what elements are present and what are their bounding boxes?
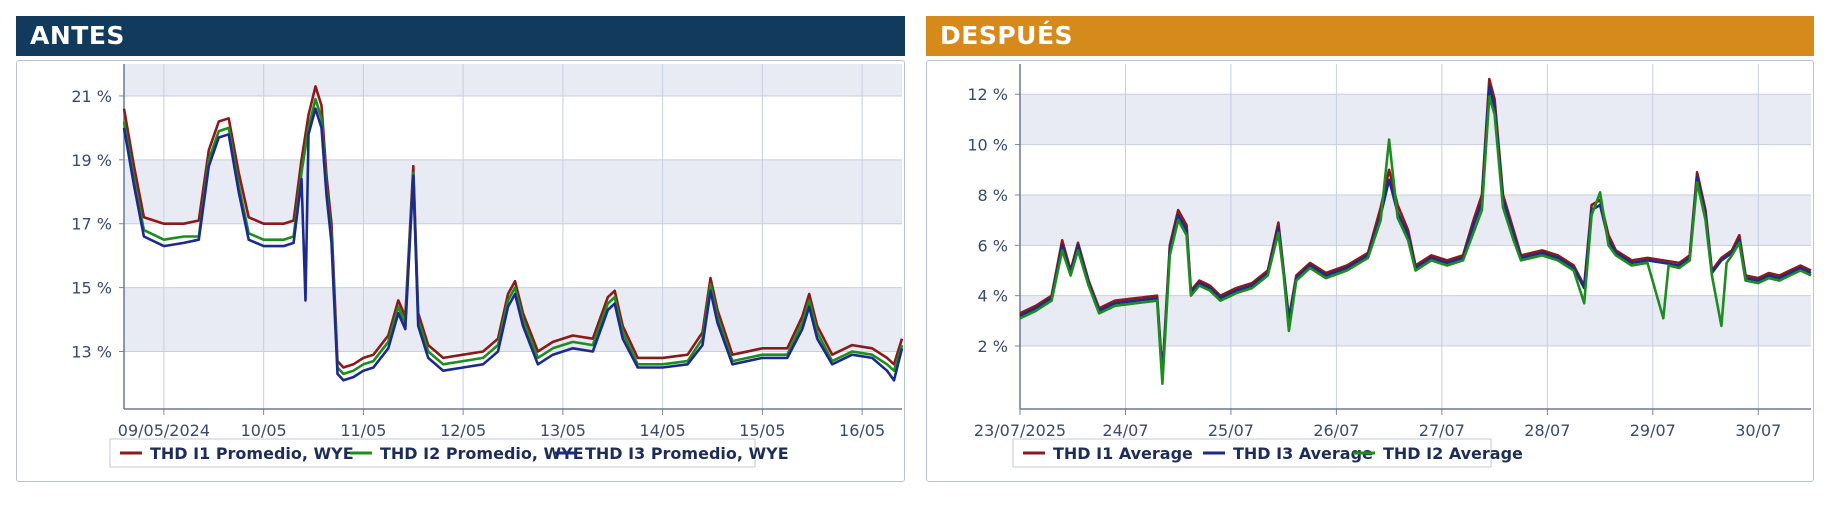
x-tick-label: 11/05 [340,421,386,440]
y-tick-label: 10 % [967,136,1008,155]
series-line-2 [122,97,904,376]
x-tick-label: 12/05 [440,421,486,440]
series-line-3 [122,107,904,382]
y-tick-label: 2 % [978,337,1008,356]
x-tick-label: 28/07 [1524,421,1570,440]
x-tick-label: 14/05 [640,421,686,440]
panel-antes: ANTES 21 % 19 % 17 % 15 % 13 % 09/05/2024 10/0… [16,0,905,482]
despues-title: DESPUÉS [926,16,1814,56]
x-tick-label: 16/05 [839,421,885,440]
y-tick-label: 15 % [71,279,112,298]
antes-chart-frame: 21 % 19 % 17 % 15 % 13 % 09/05/2024 10/05 11/05… [16,60,905,482]
x-tick-label: 10/05 [241,421,287,440]
y-tick-label: 12 % [967,85,1008,104]
series-line-1 [122,85,904,369]
legend-label: THD I3 Average [1233,444,1373,463]
y-tick-label: 19 % [71,151,112,170]
y-tick-label: 13 % [71,343,112,362]
legend-label: THD I1 Promedio, WYE [150,444,354,463]
legend-label: THD I1 Average [1053,444,1193,463]
despues-chart: 12 % 10 % 8 % 6 % 4 % 2 % 23/07/2025 24/07 25/07… [967,64,1812,468]
antes-chart: 21 % 19 % 17 % 15 % 13 % 09/05/2024 10/05 11/05… [71,64,904,468]
legend-box [1012,438,1492,468]
grid-band [1020,94,1811,145]
grid-band [124,159,902,224]
x-tick-label: 30/07 [1735,421,1781,440]
legend-label: THD I2 Average [1383,444,1523,463]
y-tick-label: 17 % [71,215,112,234]
x-tick-label: 29/07 [1630,421,1676,440]
despues-chart-frame: 12 % 10 % 8 % 6 % 4 % 2 % 23/07/2025 24/07 25/07… [926,60,1814,482]
grid-band [1020,295,1811,347]
x-tick-label: 23/07/2025 [974,421,1066,440]
y-tick-label: 8 % [978,186,1008,205]
x-tick-label: 09/05/2024 [118,421,210,440]
antes-title: ANTES [16,16,905,56]
x-tick-label: 24/07 [1102,421,1148,440]
y-tick-label: 4 % [978,287,1008,306]
x-tick-label: 26/07 [1313,421,1359,440]
y-tick-label: 6 % [978,236,1008,255]
x-tick-label: 25/07 [1208,421,1254,440]
legend-box [109,438,756,468]
grid-band [124,64,902,96]
y-tick-label: 21 % [71,87,112,106]
legend-label: THD I2 Promedio, WYE [380,444,584,463]
x-tick-label: 27/07 [1419,421,1465,440]
grid-band [1020,194,1811,246]
panel-despues: DESPUÉS 12 % 10 % 8 % 6 % 4 % 2 % 23/07/2025 24… [926,0,1814,482]
x-tick-label: 15/05 [739,421,785,440]
x-tick-label: 13/05 [540,421,586,440]
series-line-3 [1019,95,1812,386]
legend-label: THD I3 Promedio, WYE [585,444,789,463]
